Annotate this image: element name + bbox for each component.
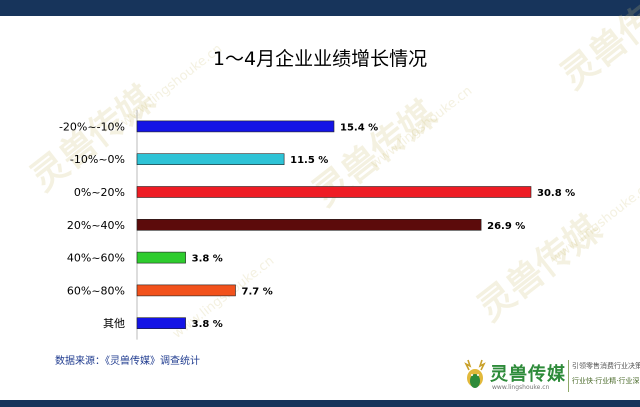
bar: [136, 284, 236, 297]
data-source-note: 数据来源：《灵兽传媒》调查统计: [55, 356, 200, 367]
deer-emblem-icon: [464, 359, 486, 388]
category-label: 其他: [103, 317, 125, 330]
brand-logo: 灵兽传媒 www.lingshouke.cn 引领零售消费行业决策者 行业快·行…: [462, 356, 640, 400]
category-label: -20%~-10%: [59, 120, 125, 133]
bar: [136, 120, 335, 133]
category-label: 60%~80%: [67, 284, 125, 297]
value-label: 3.8 %: [192, 254, 223, 265]
bar: [136, 186, 532, 198]
value-label: 26.9 %: [487, 221, 525, 232]
bottom-band: [0, 400, 640, 407]
logo-divider: [568, 360, 569, 392]
value-label: 30.8 %: [537, 188, 575, 199]
category-label: -10%~0%: [70, 153, 125, 166]
bar: [136, 251, 186, 264]
category-label: 40%~60%: [67, 252, 125, 265]
chart-title: 1～4月企业业绩增长情况: [212, 48, 428, 70]
bar: [136, 317, 186, 330]
bar: [136, 153, 285, 165]
category-label: 0%~20%: [74, 186, 125, 199]
logo-url: www.lingshouke.cn: [492, 384, 550, 391]
category-label: 20%~40%: [67, 219, 125, 232]
logo-name: 灵兽传媒: [490, 364, 566, 385]
top-band: [0, 0, 640, 16]
logo-tagline: 行业快·行业精·行业深: [572, 377, 640, 385]
logo-slogan: 引领零售消费行业决策者: [572, 362, 640, 370]
value-label: 11.5 %: [290, 155, 328, 166]
value-label: 7.7 %: [242, 286, 273, 297]
value-label: 3.8 %: [192, 319, 223, 330]
value-label: 15.4 %: [340, 122, 378, 133]
bar: [136, 219, 482, 231]
